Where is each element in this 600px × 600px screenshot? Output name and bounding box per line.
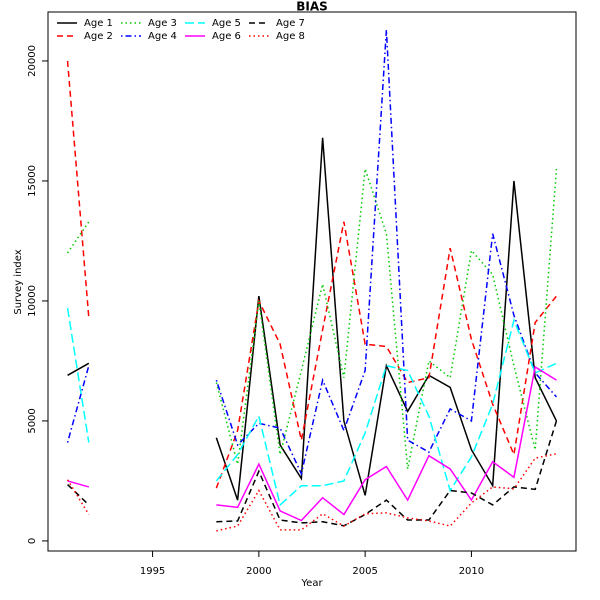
legend-label: Age 2 bbox=[84, 31, 113, 42]
series-line bbox=[67, 480, 90, 488]
series-line bbox=[216, 453, 557, 532]
series-line bbox=[66, 479, 90, 515]
series-line bbox=[67, 483, 90, 506]
x-tick-label: 1995 bbox=[140, 566, 165, 577]
x-axis-label: Year bbox=[300, 578, 323, 589]
legend-label: Age 7 bbox=[276, 18, 305, 29]
legend-label: Age 8 bbox=[276, 31, 305, 42]
series-line bbox=[216, 365, 557, 522]
y-axis-label: Survey index bbox=[13, 249, 24, 314]
series-line bbox=[216, 420, 558, 527]
legend-label: Age 5 bbox=[212, 18, 241, 29]
legend-label: Age 4 bbox=[148, 31, 177, 42]
y-tick-label: 15000 bbox=[27, 165, 38, 197]
series-line bbox=[215, 168, 558, 470]
y-tick-label: 20000 bbox=[27, 45, 38, 77]
x-tick-label: 2010 bbox=[459, 566, 484, 577]
plot-frame bbox=[47, 11, 577, 552]
series-line bbox=[215, 221, 558, 489]
y-tick-label: 0 bbox=[27, 538, 38, 544]
series-line bbox=[66, 60, 90, 318]
series-line bbox=[215, 317, 557, 507]
legend-label: Age 6 bbox=[212, 31, 241, 42]
series-line bbox=[215, 137, 558, 501]
legend-label: Age 3 bbox=[148, 18, 177, 29]
x-tick-label: 2005 bbox=[352, 566, 377, 577]
chart-title: BIAS bbox=[296, 0, 328, 14]
x-tick-label: 2000 bbox=[246, 566, 271, 577]
series-line bbox=[66, 221, 90, 254]
series-line bbox=[215, 29, 558, 477]
legend-label: Age 1 bbox=[84, 18, 113, 29]
series-line bbox=[66, 308, 90, 443]
y-tick-label: 5000 bbox=[27, 408, 38, 433]
series-line bbox=[67, 362, 90, 376]
y-tick-label: 10000 bbox=[27, 285, 38, 317]
